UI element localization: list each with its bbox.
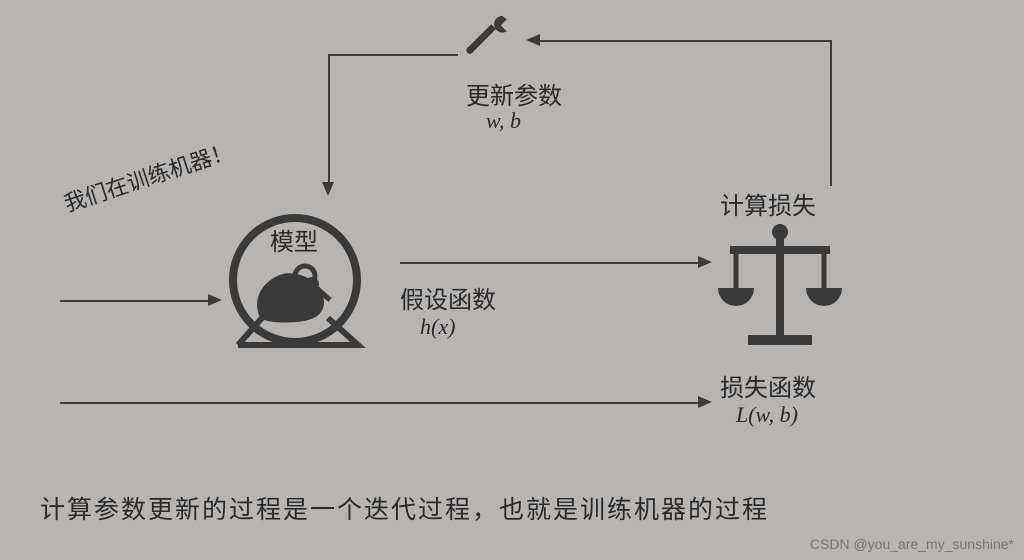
loss-fn-label: 损失函数 — [720, 368, 816, 403]
arrow-bottom-long-head — [698, 396, 712, 408]
diagram-canvas: 我们在训练机器！ 更新参数 w, b 模型 假设函数 h(x) 计算损失 — [0, 0, 1024, 560]
arrow-bottom-long — [60, 402, 700, 404]
arrow-wrench-to-model-h — [328, 54, 458, 56]
model-label: 模型 — [270, 222, 318, 257]
arrow-model-to-loss — [400, 262, 700, 264]
update-params-label: 更新参数 — [466, 76, 562, 111]
wrench-icon — [460, 5, 520, 65]
arrow-wrench-to-model-v — [328, 54, 330, 184]
arrow-wrench-to-model-head — [322, 182, 334, 196]
arrow-input-to-model — [60, 300, 210, 302]
arrow-loss-to-wrench-head — [526, 34, 540, 46]
arrow-loss-to-wrench-h — [540, 40, 832, 42]
balance-scale-icon — [710, 220, 850, 360]
arrow-loss-to-wrench-v — [830, 40, 832, 186]
hypothesis-label: 假设函数 — [400, 280, 496, 315]
arrow-input-to-model-head — [208, 294, 222, 306]
watermark-text: CSDN @you_are_my_sunshine* — [810, 536, 1014, 552]
hypothesis-formula: h(x) — [420, 314, 455, 340]
compute-loss-label: 计算损失 — [720, 186, 816, 221]
loss-fn-formula: L(w, b) — [736, 402, 798, 428]
caption-text: 计算参数更新的过程是一个迭代过程，也就是训练机器的过程 — [40, 490, 769, 526]
update-params-formula: w, b — [486, 108, 521, 134]
arrow-model-to-loss-head — [698, 256, 712, 268]
